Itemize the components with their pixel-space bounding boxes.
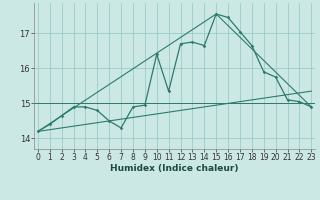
- X-axis label: Humidex (Indice chaleur): Humidex (Indice chaleur): [110, 164, 239, 173]
